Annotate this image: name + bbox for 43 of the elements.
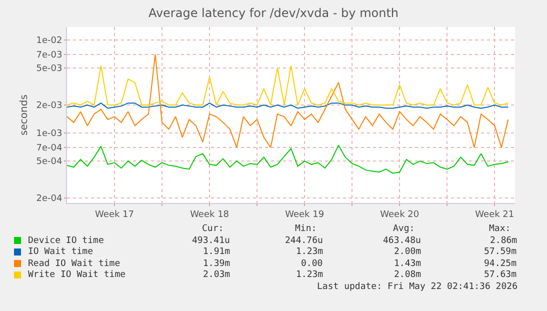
x-tick-label: Week 20	[380, 210, 420, 220]
text: 1.23m	[296, 247, 324, 257]
text: 2.86m	[490, 236, 518, 246]
text: 1.43m	[394, 259, 422, 269]
text: Cur:	[202, 224, 224, 234]
text: 2.03m	[203, 270, 230, 280]
x-tick-label: Week 21	[475, 210, 514, 220]
y-tick-label: 7e-04	[36, 144, 62, 154]
line-series	[67, 65, 509, 106]
line-series	[67, 54, 509, 148]
y-axis-title: seconds	[19, 94, 30, 136]
text: 57.63m	[484, 270, 517, 280]
text: Min:	[295, 224, 317, 234]
x-tick-label: Week 19	[285, 210, 324, 220]
text: 1.23m	[296, 270, 324, 280]
legend-label: Write IO Wait time	[28, 270, 126, 280]
text: Last update: Fri May 22 02:41:36 2026	[317, 282, 518, 292]
line-series	[67, 144, 509, 174]
text: 1.39m	[203, 259, 230, 269]
y-tick-label: 5e-03	[36, 64, 62, 74]
text: 57.59m	[484, 247, 517, 257]
y-tick-label: 2e-03	[36, 101, 62, 112]
text: 1.91m	[203, 247, 230, 257]
text: 2.08m	[394, 270, 422, 280]
y-tick-label: 7e-03	[36, 50, 62, 61]
text: 463.48u	[383, 236, 421, 246]
legend-label: IO Wait time	[28, 247, 94, 257]
x-tick-label: Week 18	[190, 210, 230, 220]
text: 0.00	[301, 259, 323, 269]
y-tick-label: 5e-04	[36, 157, 62, 168]
legend-label: Read IO Wait time	[28, 259, 120, 269]
chart-title: Average latency for /dev/xvda - by month	[148, 6, 399, 20]
text: 244.76u	[285, 236, 323, 246]
y-tick-label: 1e-02	[36, 36, 62, 46]
text: 493.41u	[192, 236, 230, 246]
legend-label: Device IO time	[28, 236, 104, 246]
text: 2.00m	[394, 247, 422, 257]
y-tick-label: 2e-04	[36, 194, 62, 204]
text: 94.25m	[484, 259, 517, 269]
text: Avg:	[393, 224, 415, 234]
x-tick-label: Week 17	[95, 210, 134, 220]
text: Max:	[489, 224, 511, 234]
y-tick-label: 1e-03	[36, 129, 62, 140]
